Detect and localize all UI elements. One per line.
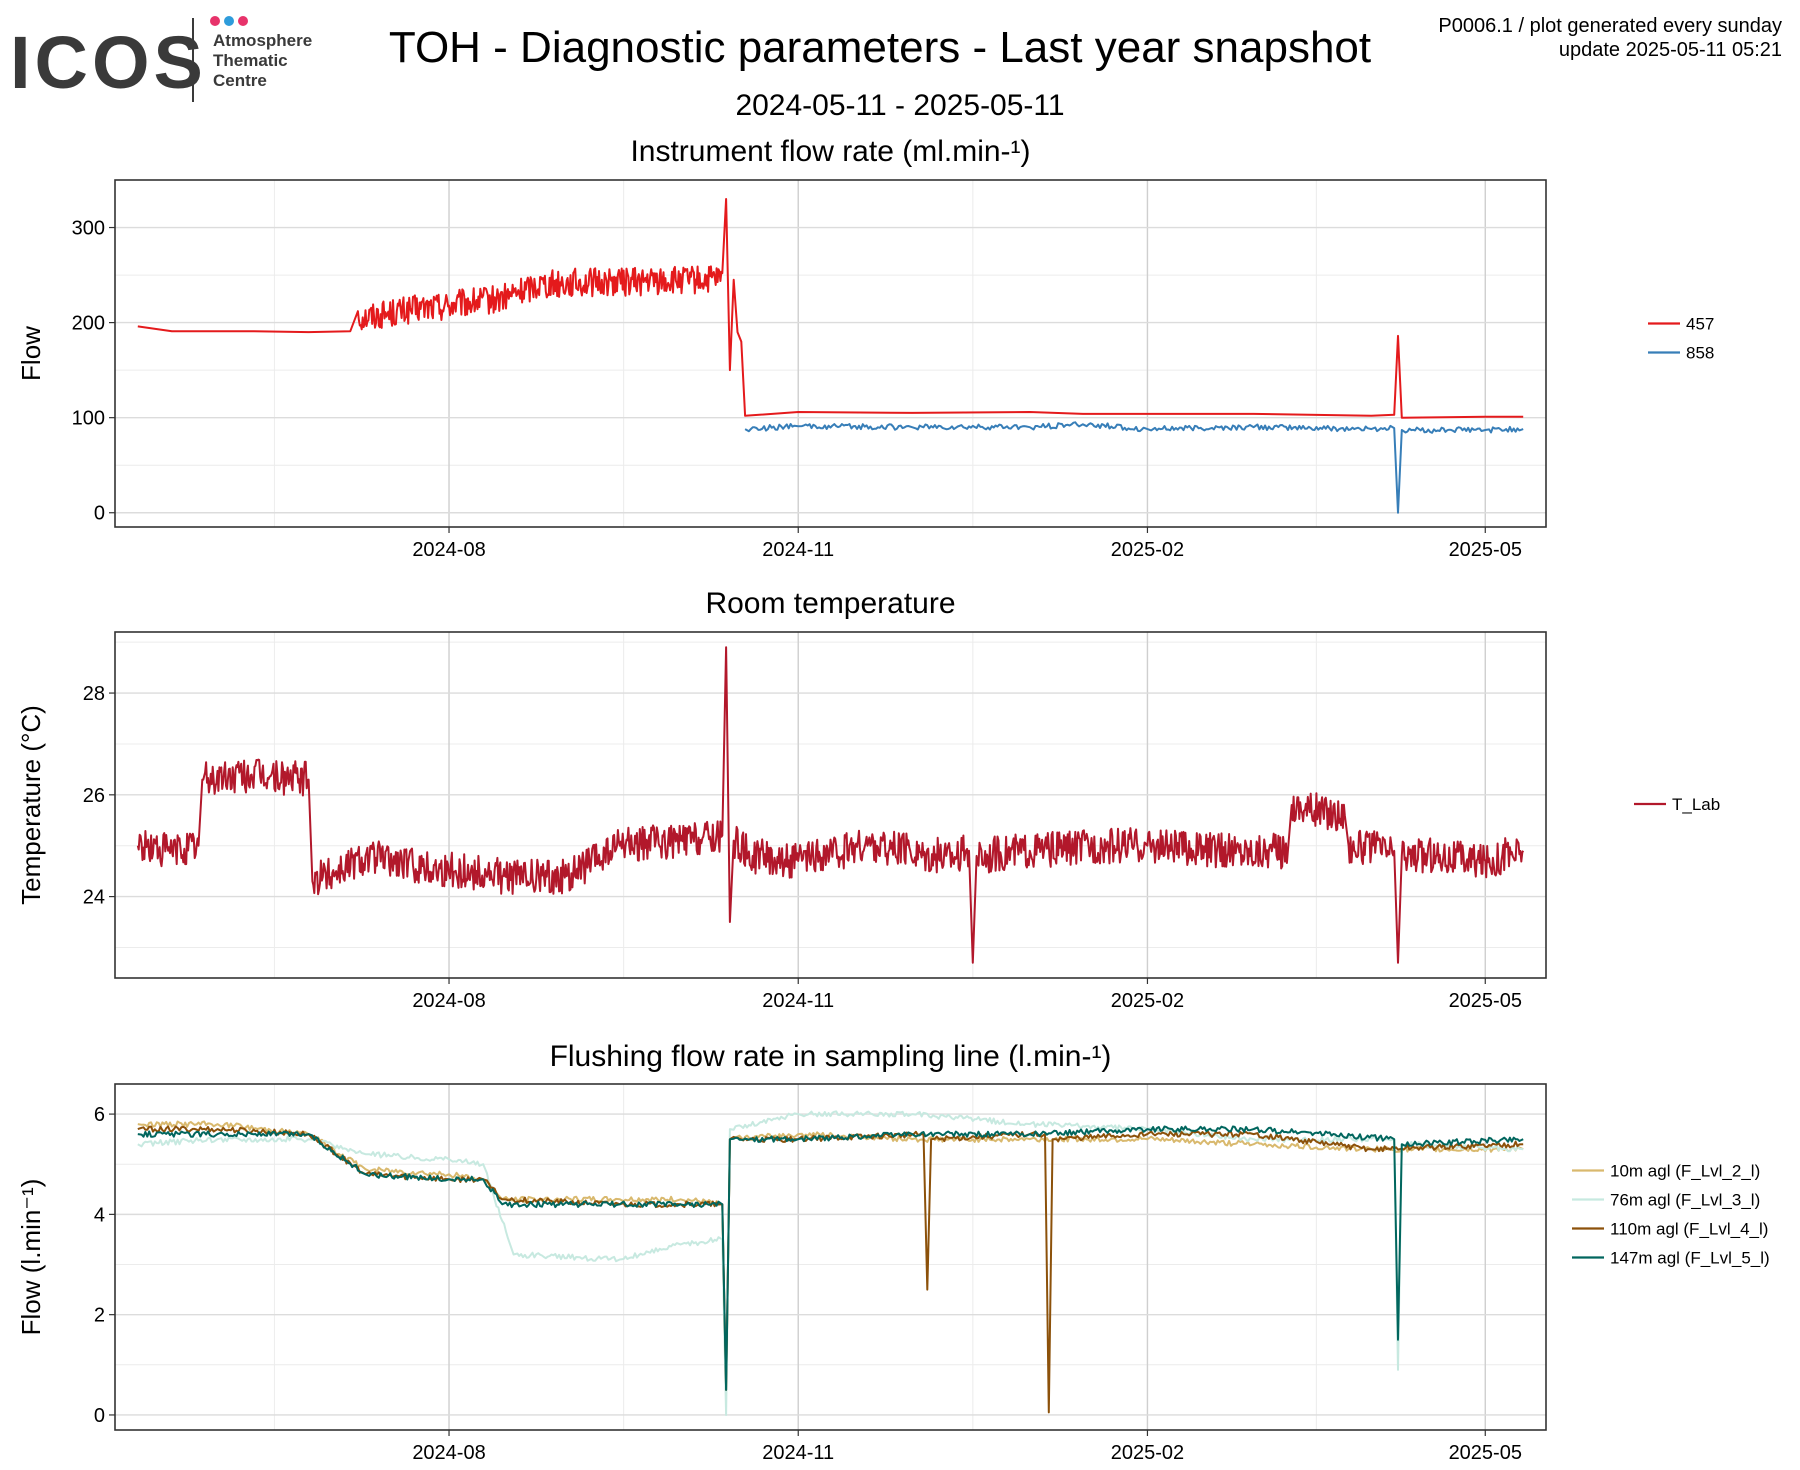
chart-title: Room temperature bbox=[705, 587, 955, 620]
plot-frame bbox=[114, 179, 1547, 528]
x-tick-label: 2025-05 bbox=[1449, 990, 1522, 1012]
logo-sub-line: Atmosphere bbox=[213, 31, 312, 50]
chart-panel: 2024-08 2024-11 2025-02 2025-05 24 26 28 T_Lab R… bbox=[16, 587, 1720, 1012]
series-line bbox=[137, 1125, 1524, 1391]
chart-panel: 2024-08 2024-11 2025-02 2025-05 0 100 200 300 45… bbox=[16, 135, 1714, 561]
y-axis-label: Temperature (°C) bbox=[16, 705, 46, 905]
page-title: TOH - Diagnostic parameters - Last year … bbox=[388, 23, 1372, 72]
y-tick-label: 26 bbox=[83, 785, 105, 807]
series-line bbox=[744, 421, 1524, 514]
y-tick-label: 24 bbox=[83, 887, 105, 909]
legend-label: T_Lab bbox=[1672, 795, 1720, 814]
logo-sub-line: Thematic bbox=[213, 51, 288, 70]
chart-title: Instrument flow rate (ml.min-¹) bbox=[630, 135, 1030, 168]
y-tick-label: 2 bbox=[94, 1305, 105, 1327]
y-tick-label: 100 bbox=[72, 408, 105, 430]
series-line bbox=[137, 1120, 1524, 1391]
y-tick-label: 300 bbox=[72, 218, 105, 240]
x-tick-label: 2025-05 bbox=[1449, 1442, 1522, 1464]
logo-wordmark: ICOS bbox=[10, 21, 207, 104]
legend-label: 457 bbox=[1686, 315, 1714, 334]
plot-meta-line: P0006.1 / plot generated every sunday bbox=[1438, 15, 1782, 37]
x-tick-label: 2024-11 bbox=[762, 990, 834, 1012]
logo-sub-line: Centre bbox=[213, 71, 267, 90]
y-tick-label: 0 bbox=[94, 503, 105, 525]
x-tick-label: 2025-02 bbox=[1111, 1442, 1184, 1464]
chart-panel: 2024-08 2024-11 2025-02 2025-05 0 2 4 6 10m agl … bbox=[16, 1040, 1770, 1464]
y-tick-label: 6 bbox=[94, 1104, 105, 1126]
plot-meta: P0006.1 / plot generated every sunday up… bbox=[1438, 14, 1782, 62]
x-tick-label: 2024-11 bbox=[762, 1442, 834, 1464]
logo-dot bbox=[238, 16, 248, 26]
x-tick-label: 2024-08 bbox=[412, 539, 485, 561]
plot-frame bbox=[114, 1083, 1547, 1431]
logo-dot bbox=[224, 16, 234, 26]
legend-label: 10m agl (F_Lvl_2_l) bbox=[1610, 1162, 1760, 1181]
x-tick-label: 2025-05 bbox=[1449, 539, 1522, 561]
plot-frame bbox=[114, 631, 1547, 979]
logo-dot bbox=[210, 16, 220, 26]
y-tick-label: 200 bbox=[72, 313, 105, 335]
y-tick-label: 28 bbox=[83, 683, 105, 705]
x-tick-label: 2025-02 bbox=[1111, 990, 1184, 1012]
series-line bbox=[137, 1110, 1524, 1416]
y-axis-label: Flow bbox=[16, 326, 46, 381]
y-tick-label: 4 bbox=[94, 1204, 105, 1226]
series-line bbox=[137, 1125, 1524, 1414]
x-tick-label: 2025-02 bbox=[1111, 539, 1184, 561]
date-range: 2024-05-11 - 2025-05-11 bbox=[735, 89, 1065, 122]
x-tick-label: 2024-08 bbox=[412, 990, 485, 1012]
legend-label: 76m agl (F_Lvl_3_l) bbox=[1610, 1191, 1760, 1210]
y-axis-label: Flow (l.min⁻¹) bbox=[16, 1179, 46, 1336]
icos-logo: ICOS Atmosphere Thematic Centre bbox=[10, 14, 340, 114]
legend-label: 858 bbox=[1686, 344, 1714, 363]
legend-label: 110m agl (F_Lvl_4_l) bbox=[1610, 1220, 1768, 1239]
legend-label: 147m agl (F_Lvl_5_l) bbox=[1610, 1249, 1770, 1268]
series-line bbox=[136, 646, 1525, 964]
y-tick-label: 0 bbox=[94, 1405, 105, 1427]
series-line bbox=[137, 198, 1524, 419]
x-tick-label: 2024-08 bbox=[412, 1442, 485, 1464]
plot-meta-line: update 2025-05-11 05:21 bbox=[1558, 39, 1782, 61]
chart-title: Flushing flow rate in sampling line (l.m… bbox=[550, 1040, 1112, 1073]
icos-logo-graphic: ICOS Atmosphere Thematic Centre bbox=[10, 16, 312, 104]
x-tick-label: 2024-11 bbox=[762, 539, 834, 561]
